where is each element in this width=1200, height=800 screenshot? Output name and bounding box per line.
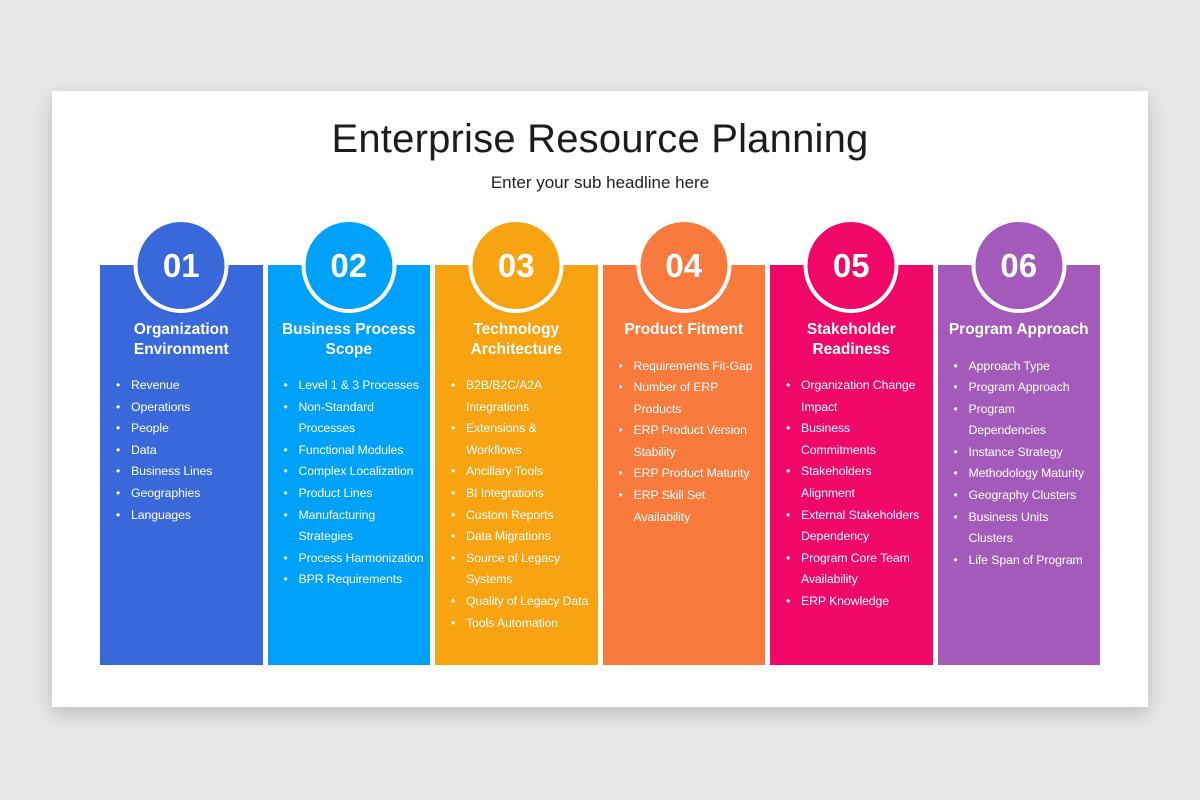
bullet-item: Geography Clusters bbox=[954, 485, 1095, 507]
bullet-item: Non-Standard Processes bbox=[284, 397, 425, 440]
step-number: 01 bbox=[162, 246, 200, 284]
bullet-item: Operations bbox=[116, 397, 257, 419]
bullet-item: Geographies bbox=[116, 483, 257, 505]
step-circle: 06 bbox=[971, 218, 1067, 313]
columns-container: 01 Organization Environment RevenueOpera… bbox=[100, 218, 1101, 665]
column-title: Product Fitment bbox=[624, 321, 744, 338]
bullet-list: Organization Change ImpactBusiness Commi… bbox=[770, 375, 933, 613]
bullet-item: Extensions & Workflows bbox=[451, 418, 592, 461]
bullet-item: External Stakeholders Dependency bbox=[786, 505, 927, 548]
step-number: 05 bbox=[832, 246, 870, 284]
bullet-item: BPR Requirements bbox=[284, 569, 425, 591]
bullet-item: Organization Change Impact bbox=[786, 375, 927, 418]
column-card: 06 Program Approach Approach TypeProgram… bbox=[937, 218, 1101, 665]
bullet-item: Source of Legacy Systems bbox=[451, 548, 592, 591]
bullet-item: Methodology Maturity bbox=[954, 463, 1095, 485]
column-card: 04 Product Fitment Requirements Fit-GapN… bbox=[602, 218, 766, 665]
bullet-item: Languages bbox=[116, 505, 257, 527]
step-number: 06 bbox=[1000, 246, 1038, 284]
bullet-item: Product Lines bbox=[284, 483, 425, 505]
bullet-item: Program Dependencies bbox=[954, 399, 1095, 442]
bullet-item: Data bbox=[116, 440, 257, 462]
bullet-item: People bbox=[116, 418, 257, 440]
column-title: Organization Environment bbox=[133, 321, 229, 358]
bullet-list: B2B/B2C/A2A IntegrationsExtensions & Wor… bbox=[435, 375, 598, 634]
bullet-item: Tools Automation bbox=[451, 613, 592, 635]
bullet-item: Program Approach bbox=[954, 377, 1095, 399]
bullet-item: Approach Type bbox=[954, 356, 1095, 378]
step-circle: 02 bbox=[301, 218, 397, 313]
bullet-item: Business Commitments bbox=[786, 418, 927, 461]
bullet-item: ERP Knowledge bbox=[786, 591, 927, 613]
bullet-item: Business Lines bbox=[116, 461, 257, 483]
bullet-item: Stakeholders Alignment bbox=[786, 461, 927, 504]
bullet-item: Life Span of Program bbox=[954, 550, 1095, 572]
column-card: 01 Organization Environment RevenueOpera… bbox=[100, 218, 263, 665]
step-circle: 03 bbox=[468, 218, 564, 313]
slide-subtitle: Enter your sub headline here bbox=[490, 173, 710, 192]
bullet-item: Requirements Fit-Gap bbox=[619, 356, 760, 378]
step-number: 04 bbox=[665, 246, 703, 284]
slide-card: Enterprise Resource Planning Enter your … bbox=[52, 91, 1148, 707]
column-card: 02 Business Process Scope Level 1 & 3 Pr… bbox=[267, 218, 431, 665]
bullet-item: Functional Modules bbox=[284, 440, 425, 462]
bullet-list: Approach TypeProgram ApproachProgram Dep… bbox=[938, 356, 1101, 572]
bullet-item: Quality of Legacy Data bbox=[451, 591, 592, 613]
step-circle: 01 bbox=[133, 218, 229, 313]
slide-title: Enterprise Resource Planning bbox=[331, 117, 869, 161]
bullet-item: Level 1 & 3 Processes bbox=[284, 375, 425, 397]
column-card: 05 Stakeholder Readiness Organization Ch… bbox=[770, 218, 933, 665]
bullet-item: Ancillary Tools bbox=[451, 461, 592, 483]
bullet-item: Process Harmonization bbox=[284, 548, 425, 570]
bullet-item: Custom Reports bbox=[451, 505, 592, 527]
column-title: Business Process Scope bbox=[281, 321, 416, 358]
bullet-item: Complex Localization bbox=[284, 461, 425, 483]
bullet-list: Requirements Fit-GapNumber of ERP Produc… bbox=[603, 356, 766, 529]
bullet-item: Program Core Team Availability bbox=[786, 548, 927, 591]
bullet-item: Instance Strategy bbox=[954, 442, 1095, 464]
column-title: Program Approach bbox=[948, 321, 1089, 338]
column-card: 03 Technology Architecture B2B/B2C/A2A I… bbox=[435, 218, 598, 665]
bullet-item: BI Integrations bbox=[451, 483, 592, 505]
step-circle: 04 bbox=[636, 218, 732, 313]
bullet-list: RevenueOperationsPeopleDataBusiness Line… bbox=[100, 375, 263, 526]
bullet-list: Level 1 & 3 ProcessesNon-Standard Proces… bbox=[268, 375, 431, 591]
step-number: 02 bbox=[330, 246, 368, 284]
step-number: 03 bbox=[497, 246, 535, 284]
bullet-item: Revenue bbox=[116, 375, 257, 397]
column-title: Stakeholder Readiness bbox=[806, 321, 896, 358]
bullet-item: ERP Skill Set Availability bbox=[619, 485, 760, 528]
bullet-item: Business Units Clusters bbox=[954, 507, 1095, 550]
bullet-item: Number of ERP Products bbox=[619, 377, 760, 420]
step-circle: 05 bbox=[803, 218, 899, 313]
bullet-item: Data Migrations bbox=[451, 526, 592, 548]
bullet-item: ERP Product Maturity bbox=[619, 463, 760, 485]
bullet-item: B2B/B2C/A2A Integrations bbox=[451, 375, 592, 418]
bullet-item: Manufacturing Strategies bbox=[284, 505, 425, 548]
column-title: Technology Architecture bbox=[470, 321, 562, 358]
bullet-item: ERP Product Version Stability bbox=[619, 420, 760, 463]
